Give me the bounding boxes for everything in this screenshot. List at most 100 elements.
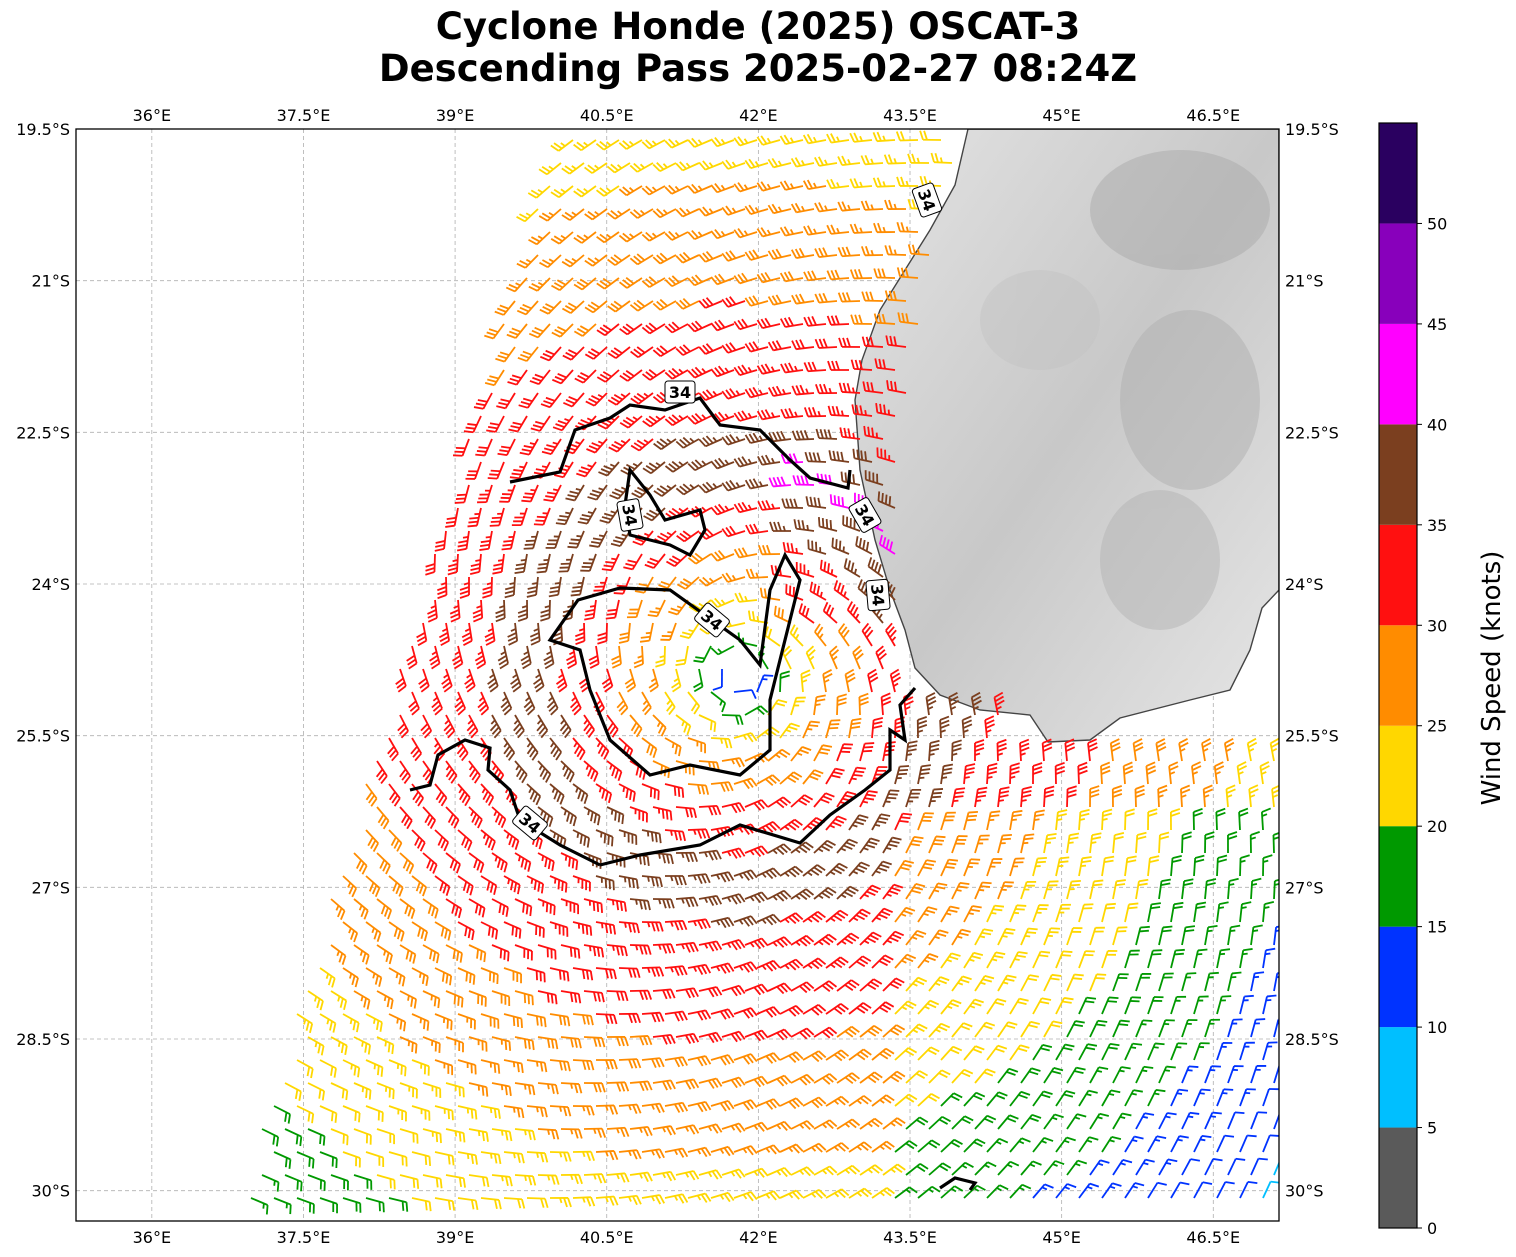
wind-barb [664, 138, 689, 149]
wind-barb [629, 714, 643, 738]
wind-barb [480, 829, 496, 851]
wind-barb [1043, 973, 1062, 992]
colorbar: 0 5 10 15 20 25 30 35 40 45 50 [1378, 122, 1447, 1238]
wind-barb [744, 891, 769, 904]
wind-barb [526, 1197, 549, 1208]
wind-barb [733, 1053, 758, 1065]
wind-barb [641, 368, 666, 381]
wind-barb [744, 983, 769, 996]
wind-barb [1041, 738, 1053, 762]
wind-barb [296, 1151, 315, 1169]
wind-barb [411, 967, 429, 986]
wind-barb [826, 224, 850, 235]
wind-barb [376, 990, 394, 1010]
wind-barb [1112, 879, 1126, 900]
wind-barb [353, 1082, 372, 1100]
wind-barb [664, 1101, 689, 1113]
wind-barb [307, 1036, 325, 1056]
wind-barb [1216, 1042, 1233, 1061]
wind-barb [454, 691, 467, 716]
wind-barb [652, 898, 675, 909]
wind-barb [626, 599, 643, 619]
wind-barb [606, 1036, 629, 1047]
wind-barb [595, 921, 617, 935]
wind-barb [1192, 807, 1203, 831]
wind-barb [618, 783, 636, 802]
wind-barb [560, 1173, 583, 1185]
wind-barb [618, 1194, 642, 1206]
wind-barb [330, 990, 348, 1011]
wind-barb [1055, 1043, 1075, 1061]
wind-barb [894, 859, 914, 877]
wind-barb [514, 1036, 535, 1051]
colorbar-bin [1379, 625, 1417, 726]
wind-barb [1019, 738, 1030, 762]
wind-barb [434, 829, 450, 852]
wind-barb [572, 875, 591, 892]
wind-barb [825, 815, 847, 831]
wind-barb [330, 1036, 348, 1056]
wind-barb [802, 179, 827, 190]
wind-barb [514, 553, 528, 575]
wind-barb [648, 668, 659, 693]
wind-barb [584, 346, 608, 360]
wind-barb [480, 783, 495, 806]
wind-barb [549, 921, 569, 937]
wind-barb [860, 154, 884, 166]
wind-barb [974, 786, 988, 808]
wind-barb [710, 273, 735, 286]
wind-barb [503, 829, 520, 850]
wind-barb [468, 1174, 490, 1188]
wind-barb [710, 1100, 735, 1112]
wind-barb [813, 933, 837, 946]
wind-barb [734, 592, 758, 603]
wind-barb [537, 990, 558, 1005]
wind-barb [562, 346, 585, 361]
wind-barb [652, 345, 677, 357]
wind-barb [629, 253, 654, 266]
wind-barb [710, 1054, 735, 1066]
wind-barb [951, 787, 966, 808]
wind-barb [756, 181, 781, 192]
wind-barb [492, 553, 505, 575]
wind-barb [710, 781, 734, 792]
wind-barb [491, 1128, 513, 1142]
wind-barb [828, 450, 850, 463]
wind-barb [342, 875, 357, 898]
wind-barb [503, 1013, 523, 1029]
wind-barb [517, 346, 539, 362]
wind-barb [940, 811, 956, 831]
wind-barb [767, 294, 792, 306]
wind-barb [859, 1071, 883, 1084]
wind-barb [1009, 1137, 1031, 1153]
wind-barb [1020, 1020, 1040, 1038]
wind-barb [675, 1032, 700, 1044]
wind-barb [1089, 1112, 1110, 1130]
wind-barb [1124, 855, 1137, 877]
wind-barb [925, 692, 937, 716]
wind-barb [1078, 1182, 1100, 1199]
wind-barb [993, 691, 1005, 716]
wind-barb [793, 519, 815, 532]
wind-barb [768, 476, 792, 488]
wind-barb [576, 461, 597, 478]
wind-barb [549, 783, 565, 805]
wind-barb [595, 1195, 619, 1206]
wind-barb [457, 829, 473, 851]
wind-barb [537, 760, 552, 783]
wind-barb [1124, 808, 1135, 831]
wind-barb [583, 806, 601, 826]
wind-barb [905, 929, 927, 946]
wind-barb [836, 743, 853, 762]
wind-barb [837, 292, 861, 303]
wind-barb [894, 1093, 918, 1107]
wind-barb [539, 300, 562, 315]
wind-barb [781, 498, 804, 509]
lat-tick-label-right: 22.5°S [1285, 423, 1339, 442]
wind-barb [698, 714, 717, 732]
wind-barb [860, 200, 884, 211]
colorbar-bin [1379, 223, 1417, 324]
wind-barb [744, 341, 769, 353]
wind-barb [687, 828, 711, 839]
wind-barb [756, 1190, 781, 1201]
